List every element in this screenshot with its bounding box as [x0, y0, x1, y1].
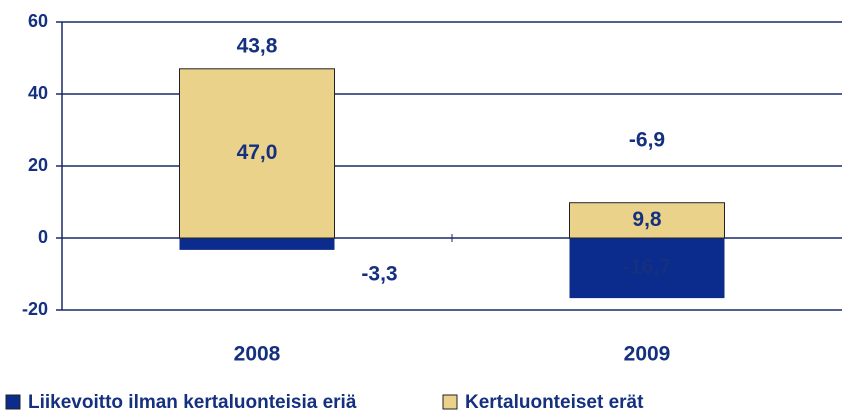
value-label: 47,0: [237, 141, 278, 164]
y-tick-label: -20: [22, 299, 48, 319]
value-label: -16,7: [623, 256, 671, 279]
bar-segment: [179, 68, 335, 239]
bar-segment: [179, 238, 335, 250]
y-tick-label: 40: [28, 83, 48, 103]
legend-label: Liikevoitto ilman kertaluonteisia eriä: [28, 392, 357, 413]
legend-label: Kertaluonteiset erät: [465, 392, 644, 413]
value-label: 9,8: [632, 208, 662, 231]
bar-segment: [569, 238, 725, 299]
legend-swatch: [442, 394, 458, 410]
bar-segment: [569, 202, 725, 239]
x-tick-label: 2008: [234, 343, 281, 366]
y-tick-label: 20: [28, 155, 48, 175]
total-label: 43,8: [237, 34, 278, 57]
value-label: -3,3: [361, 262, 397, 285]
y-tick-label: 60: [28, 11, 48, 31]
total-label: -6,9: [629, 128, 665, 151]
x-tick-label: 2009: [624, 343, 671, 366]
y-tick-label: 0: [38, 227, 48, 247]
legend-swatch: [5, 394, 21, 410]
